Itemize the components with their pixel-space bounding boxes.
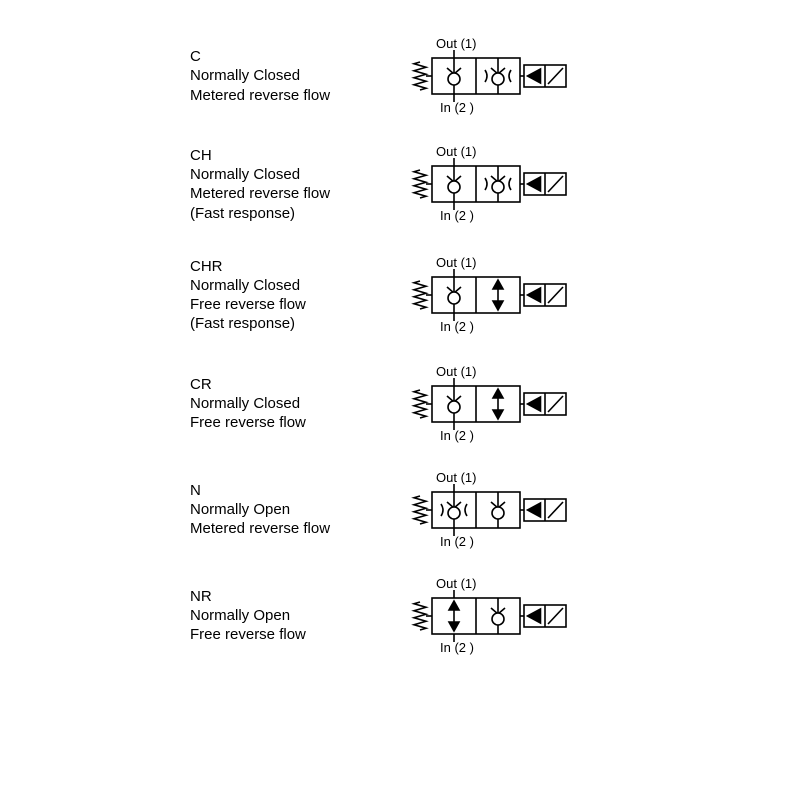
valve-row-n: NNormally OpenMetered reverse flow Out (1… (190, 474, 620, 546)
port-in-label: In (2 ) (440, 319, 474, 334)
valve-symbol: Out (1)In (2 ) (408, 580, 618, 652)
valve-symbol: Out (1)In (2 ) (408, 368, 618, 440)
valve-line2: Normally Closed (190, 394, 390, 413)
valve-line3: Metered reverse flow (190, 184, 390, 203)
valve-line3: Free reverse flow (190, 625, 390, 644)
valve-symbol: Out (1)In (2 ) (408, 474, 618, 546)
valve-labels: NNormally OpenMetered reverse flow (190, 481, 390, 539)
valve-labels: NRNormally OpenFree reverse flow (190, 587, 390, 645)
port-out-label: Out (1) (436, 255, 476, 270)
port-in-label: In (2 ) (440, 640, 474, 655)
valve-code: N (190, 481, 390, 500)
valve-line2: Normally Closed (190, 66, 390, 85)
valve-row-c: CNormally ClosedMetered reverse flow Out … (190, 40, 620, 112)
port-in-label: In (2 ) (440, 534, 474, 549)
valve-symbol: Out (1)In (2 ) (408, 40, 618, 112)
valve-labels: CHNormally ClosedMetered reverse flow(Fa… (190, 146, 390, 223)
valve-code: CH (190, 146, 390, 165)
valve-line3: Metered reverse flow (190, 86, 390, 105)
valve-row-chr: CHRNormally ClosedFree reverse flow(Fast… (190, 257, 620, 334)
valve-code: CR (190, 375, 390, 394)
valve-row-nr: NRNormally OpenFree reverse flow Out (1)I… (190, 580, 620, 652)
valve-line2: Normally Closed (190, 165, 390, 184)
valve-labels: CNormally ClosedMetered reverse flow (190, 47, 390, 105)
valve-code: C (190, 47, 390, 66)
valve-line4: (Fast response) (190, 314, 390, 333)
valve-line2: Normally Open (190, 500, 390, 519)
valve-line3: Metered reverse flow (190, 519, 390, 538)
valve-line2: Normally Open (190, 606, 390, 625)
valve-labels: CHRNormally ClosedFree reverse flow(Fast… (190, 257, 390, 334)
valve-line2: Normally Closed (190, 276, 390, 295)
port-in-label: In (2 ) (440, 100, 474, 115)
valve-code: CHR (190, 257, 390, 276)
valve-line4: (Fast response) (190, 204, 390, 223)
valve-row-cr: CRNormally ClosedFree reverse flow Out (1… (190, 368, 620, 440)
valve-line3: Free reverse flow (190, 295, 390, 314)
port-out-label: Out (1) (436, 36, 476, 51)
valve-row-ch: CHNormally ClosedMetered reverse flow(Fa… (190, 146, 620, 223)
valve-labels: CRNormally ClosedFree reverse flow (190, 375, 390, 433)
valve-symbol: Out (1)In (2 ) (408, 148, 618, 220)
valve-line3: Free reverse flow (190, 413, 390, 432)
port-out-label: Out (1) (436, 470, 476, 485)
port-out-label: Out (1) (436, 144, 476, 159)
port-in-label: In (2 ) (440, 428, 474, 443)
valve-code: NR (190, 587, 390, 606)
valve-symbol: Out (1)In (2 ) (408, 259, 618, 331)
port-out-label: Out (1) (436, 364, 476, 379)
port-out-label: Out (1) (436, 576, 476, 591)
port-in-label: In (2 ) (440, 208, 474, 223)
